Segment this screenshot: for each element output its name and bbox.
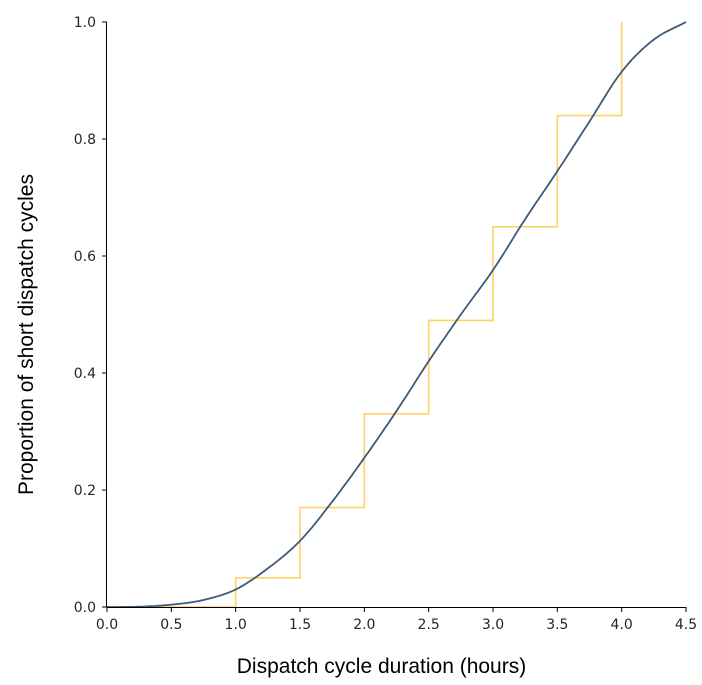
x-axis-label: Dispatch cycle duration (hours) — [237, 655, 526, 678]
y-tick-label: 0.8 — [74, 132, 96, 148]
x-tick-label: 3.5 — [546, 617, 568, 633]
y-tick-label: 0.2 — [74, 483, 96, 499]
x-tick-label: 0.0 — [96, 617, 118, 633]
fitted-curve-line — [107, 21, 687, 608]
x-tick-label: 3.0 — [482, 617, 504, 633]
x-tick-label: 2.0 — [353, 617, 375, 633]
y-axis-label: Proportion of short dispatch cycles — [15, 174, 38, 495]
y-tick-label: 1.0 — [74, 15, 96, 31]
x-ticks: 0.0 0.5 1.0 1.5 2.0 2.5 3.0 3.5 4.0 4.5 — [96, 607, 697, 633]
y-tick-label: 0.4 — [74, 366, 96, 382]
y-tick-label: 0.6 — [74, 249, 96, 265]
axes — [106, 22, 686, 608]
x-tick-label: 4.5 — [675, 617, 697, 633]
x-tick-label: 0.5 — [160, 617, 182, 633]
y-tick-label: 0.0 — [74, 600, 96, 616]
x-tick-label: 2.5 — [418, 617, 440, 633]
x-tick-label: 1.5 — [289, 617, 311, 633]
empirical-step-line — [107, 22, 623, 608]
series-layer — [107, 21, 687, 608]
x-tick-label: 4.0 — [611, 617, 633, 633]
y-ticks: 0.0 0.2 0.4 0.6 0.8 1.0 — [74, 15, 107, 616]
x-tick-label: 1.0 — [225, 617, 247, 633]
